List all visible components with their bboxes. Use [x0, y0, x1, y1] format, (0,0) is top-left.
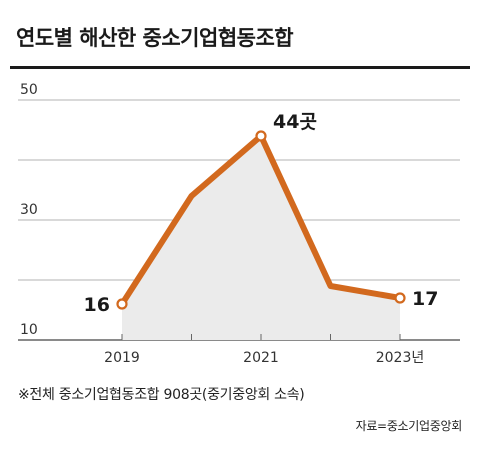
data-point: [116, 298, 128, 310]
data-point: [255, 130, 267, 142]
x-tick-label: 2019: [104, 350, 140, 366]
x-tick-label: 2021: [243, 350, 279, 366]
data-label: 44곳: [273, 111, 317, 133]
y-tick-label: 10: [20, 322, 38, 338]
y-tick-label: 30: [20, 202, 38, 218]
data-label: 16: [84, 294, 110, 316]
title-divider: [10, 66, 470, 69]
data-labels: 16 44곳 17: [84, 111, 439, 316]
x-axis-ticks: 2019 2021 2023년: [104, 334, 424, 366]
y-axis-ticks: 10 30 50: [20, 82, 38, 338]
chart-title: 연도별 해산한 중소기업협동조합: [16, 26, 294, 50]
data-points: [116, 130, 406, 310]
y-tick-label: 50: [20, 82, 38, 98]
x-tick-label: 2023년: [376, 350, 425, 366]
source-note: 자료=중소기업중앙회: [355, 419, 463, 433]
footnote: ※전체 중소기업협동조합 908곳(중기중앙회 소속): [18, 387, 305, 403]
data-point: [394, 292, 406, 304]
data-label: 17: [412, 288, 438, 310]
